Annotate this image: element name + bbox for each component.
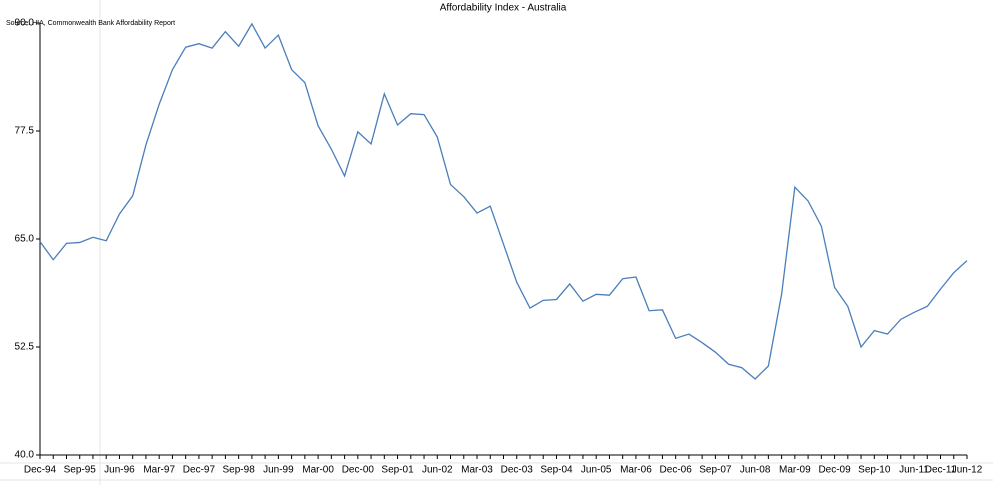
data-line bbox=[39, 22, 968, 380]
y-tick-label: 40.0 bbox=[15, 450, 35, 461]
x-tick-label: Mar-00 bbox=[302, 465, 334, 476]
x-tick-label: Dec-00 bbox=[342, 465, 375, 476]
x-tick-label: Sep-98 bbox=[223, 465, 256, 476]
x-tick-label: Jun-12 bbox=[952, 465, 983, 476]
x-tick-label: Jun-08 bbox=[740, 465, 771, 476]
y-tick-label: 90.0 bbox=[15, 18, 35, 29]
x-tick-label: Mar-97 bbox=[143, 465, 175, 476]
x-tick-label: Jun-02 bbox=[422, 465, 453, 476]
y-tick-label: 65.0 bbox=[15, 234, 35, 245]
x-tick-label: Dec-94 bbox=[24, 465, 57, 476]
chart-subtitle: Source: HIA, Commonwealth Bank Affordabi… bbox=[6, 20, 175, 27]
x-tick-label: Mar-06 bbox=[620, 465, 652, 476]
chart-title: Affordability Index - Australia bbox=[440, 3, 567, 14]
x-tick-label: Jun-05 bbox=[581, 465, 612, 476]
y-tick-label: 77.5 bbox=[15, 126, 35, 137]
x-tick-label: Mar-03 bbox=[461, 465, 493, 476]
x-tick-label: Jun-96 bbox=[104, 465, 135, 476]
x-tick-label: Jun-99 bbox=[263, 465, 294, 476]
x-tick-label: Sep-07 bbox=[699, 465, 732, 476]
x-tick-label: Dec-09 bbox=[818, 465, 851, 476]
x-tick-label: Sep-01 bbox=[381, 465, 414, 476]
y-tick-label: 52.5 bbox=[15, 342, 35, 353]
x-tick-label: Sep-04 bbox=[540, 465, 573, 476]
x-tick-label: Dec-06 bbox=[660, 465, 693, 476]
x-tick-label: Sep-95 bbox=[64, 465, 97, 476]
x-tick-label: Dec-97 bbox=[183, 465, 216, 476]
x-tick-label: Dec-11 bbox=[925, 465, 957, 476]
x-tick-label: Sep-10 bbox=[858, 465, 891, 476]
x-tick-label: Mar-09 bbox=[779, 465, 811, 476]
x-tick-label: Dec-03 bbox=[501, 465, 534, 476]
x-tick-label: Jun-11 bbox=[899, 465, 929, 476]
